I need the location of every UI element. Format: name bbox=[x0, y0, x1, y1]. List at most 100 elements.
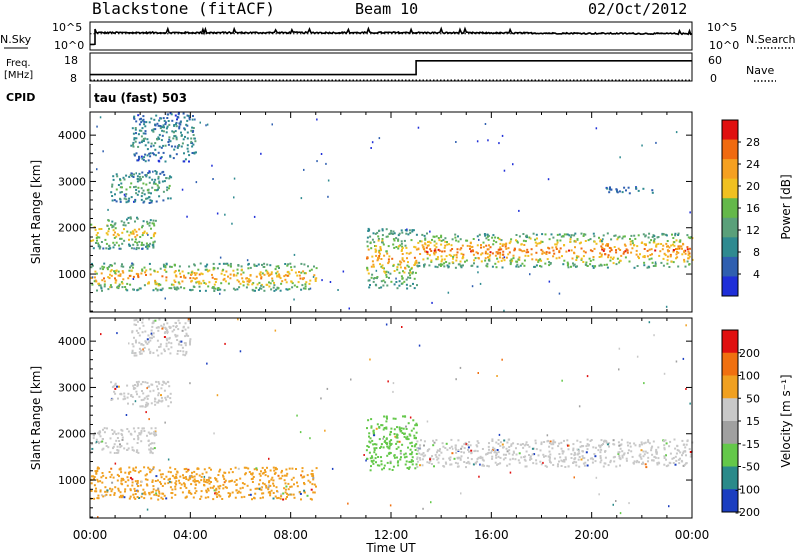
data-cell-band-5 bbox=[424, 454, 427, 457]
data-cell-band-4 bbox=[392, 243, 395, 246]
data-cell-band-5 bbox=[552, 255, 555, 258]
data-cell-band-5 bbox=[472, 463, 475, 466]
data-cell-band-2 bbox=[134, 185, 137, 188]
data-cell-band-0 bbox=[91, 283, 94, 286]
data-cell-band-4 bbox=[407, 265, 410, 268]
data-cell-band-5 bbox=[651, 459, 653, 462]
data-cell-band-5 bbox=[493, 447, 496, 450]
noise-speckle bbox=[509, 471, 512, 474]
data-cell-band-4 bbox=[415, 422, 418, 425]
data-cell-band-5 bbox=[613, 234, 616, 237]
data-cell-band-5 bbox=[424, 243, 427, 246]
data-cell-band-1 bbox=[140, 244, 143, 246]
data-cell-band-4 bbox=[378, 229, 381, 232]
data-cell-band-2 bbox=[114, 383, 117, 386]
data-cell-band-5 bbox=[558, 251, 561, 254]
data-cell-band-0 bbox=[239, 282, 242, 285]
data-cell-band-2 bbox=[169, 397, 172, 400]
data-cell-band-0 bbox=[97, 480, 100, 483]
data-cell-band-2 bbox=[155, 189, 158, 192]
data-cell-band-0 bbox=[213, 287, 215, 290]
data-cell-band-5 bbox=[624, 256, 627, 259]
data-cell-band-0 bbox=[137, 276, 140, 279]
data-cell-band-4 bbox=[380, 456, 382, 459]
data-cell-band-3 bbox=[152, 128, 155, 131]
data-cell-band-5 bbox=[416, 458, 419, 460]
data-cell-band-5 bbox=[638, 443, 641, 446]
data-cell-band-3 bbox=[144, 130, 147, 133]
data-cell-band-5 bbox=[473, 450, 476, 453]
data-cell-band-5 bbox=[573, 263, 576, 266]
data-cell-band-2 bbox=[148, 385, 151, 388]
data-cell-band-5 bbox=[577, 255, 580, 258]
data-cell-band-0 bbox=[252, 289, 255, 292]
data-cell-band-3 bbox=[142, 115, 145, 118]
data-cell-band-5 bbox=[616, 238, 619, 241]
data-cell-band-5 bbox=[593, 235, 596, 238]
data-cell-band-2 bbox=[119, 200, 122, 203]
noise-speckle bbox=[675, 360, 678, 363]
data-cell-band-1 bbox=[134, 240, 137, 243]
data-cell-band-0 bbox=[167, 478, 170, 481]
data-cell-band-5 bbox=[545, 465, 548, 468]
data-cell-band-5 bbox=[479, 455, 482, 458]
noise-speckle bbox=[529, 273, 531, 276]
data-cell-band-4 bbox=[371, 439, 374, 442]
data-cell-band-5 bbox=[495, 451, 498, 454]
data-cell-band-0 bbox=[174, 485, 177, 488]
data-cell-band-0 bbox=[178, 282, 181, 285]
data-cell-band-2 bbox=[136, 175, 139, 178]
data-cell-band-4 bbox=[378, 287, 381, 289]
data-cell-band-5 bbox=[446, 243, 449, 246]
data-cell-band-0 bbox=[122, 271, 125, 274]
data-cell-band-4 bbox=[393, 428, 396, 431]
noise-speckle bbox=[600, 240, 603, 242]
noise-speckle bbox=[325, 162, 327, 165]
data-cell-band-0 bbox=[271, 277, 274, 280]
data-cell-band-1 bbox=[135, 451, 138, 453]
data-cell-band-1 bbox=[91, 443, 94, 446]
data-cell-band-3 bbox=[138, 123, 141, 126]
data-cell-band-5 bbox=[666, 240, 669, 242]
data-cell-band-1 bbox=[92, 247, 95, 250]
data-cell-band-0 bbox=[287, 493, 290, 496]
data-cell-band-1 bbox=[142, 427, 145, 430]
data-cell-band-5 bbox=[486, 452, 489, 455]
data-cell-band-4 bbox=[371, 456, 374, 459]
colorbar-tick-label: -15 bbox=[742, 438, 760, 451]
data-cell-band-0 bbox=[136, 496, 139, 498]
data-cell-band-1 bbox=[104, 442, 107, 445]
data-cell-band-3 bbox=[177, 113, 180, 116]
data-cell-band-0 bbox=[122, 478, 125, 481]
data-cell-band-5 bbox=[635, 249, 638, 252]
data-cell-band-5 bbox=[613, 455, 616, 458]
data-cell-band-5 bbox=[534, 241, 537, 244]
data-cell-band-3 bbox=[163, 119, 166, 122]
data-cell-band-5 bbox=[544, 233, 547, 236]
data-cell-band-5 bbox=[606, 266, 609, 269]
data-cell-band-5 bbox=[592, 232, 595, 235]
data-cell-band-4 bbox=[416, 284, 418, 287]
data-cell-band-5 bbox=[685, 462, 687, 465]
data-cell-band-5 bbox=[556, 465, 559, 468]
data-cell-band-5 bbox=[612, 262, 615, 265]
data-cell-band-1 bbox=[92, 437, 95, 440]
data-cell-band-5 bbox=[419, 458, 422, 461]
data-cell-band-0 bbox=[96, 289, 98, 292]
data-cell-band-2 bbox=[125, 193, 128, 196]
power-ylabel: Slant Range [km] bbox=[29, 160, 43, 264]
data-cell-band-0 bbox=[264, 469, 266, 472]
data-cell-band-5 bbox=[553, 457, 556, 460]
data-cell-band-0 bbox=[157, 487, 160, 490]
data-cell-band-0 bbox=[260, 470, 262, 473]
noise-speckle bbox=[164, 297, 166, 300]
data-cell-band-3 bbox=[175, 121, 178, 124]
data-cell-band-1 bbox=[102, 447, 105, 450]
data-cell-band-2 bbox=[156, 184, 159, 187]
data-cell-band-5 bbox=[502, 458, 505, 461]
data-cell-band-5 bbox=[463, 443, 466, 446]
data-cell-band-0 bbox=[195, 490, 198, 493]
data-cell-band-1 bbox=[149, 219, 152, 222]
data-cell-band-0 bbox=[285, 288, 288, 291]
ytick-label: 1000 bbox=[58, 474, 86, 487]
